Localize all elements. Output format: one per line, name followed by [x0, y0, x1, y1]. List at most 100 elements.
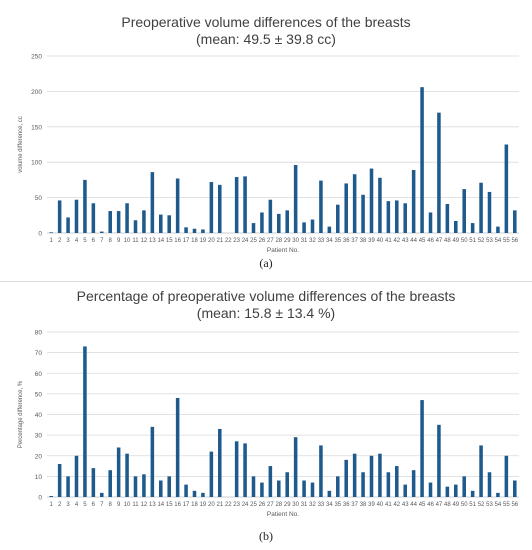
bar [150, 172, 155, 233]
x-tick-label: 8 [109, 502, 113, 508]
bar [150, 426, 155, 497]
x-tick-label: 33 [318, 502, 325, 508]
x-tick-label: 54 [495, 502, 502, 508]
bar [428, 482, 433, 497]
x-tick-label: 14 [157, 238, 164, 244]
x-axis-label: Patient No. [267, 247, 299, 254]
x-tick-label: 25 [250, 502, 257, 508]
y-tick-label: 100 [31, 160, 42, 167]
bar [218, 428, 222, 497]
bar [319, 445, 323, 497]
x-tick-label: 3 [66, 502, 70, 508]
bar [201, 492, 205, 497]
bar [395, 200, 399, 233]
bar [479, 445, 483, 497]
bar [201, 229, 205, 233]
x-tick-label: 13 [149, 238, 156, 244]
chart-b-caption: (b) [259, 529, 273, 543]
x-tick-label: 32 [309, 238, 316, 244]
bar [57, 464, 62, 497]
bar [378, 177, 382, 233]
x-tick-label: 3 [66, 238, 70, 244]
bar [49, 232, 53, 233]
x-tick-label: 28 [275, 502, 282, 508]
bar [361, 472, 365, 497]
bar [462, 189, 466, 233]
bar [496, 226, 500, 233]
bar [277, 213, 281, 233]
bar [175, 398, 180, 497]
bar [57, 200, 62, 233]
x-tick-label: 7 [100, 502, 104, 508]
x-tick-label: 40 [377, 502, 384, 508]
bar [411, 169, 416, 233]
x-tick-label: 53 [486, 502, 493, 508]
x-tick-label: 32 [309, 502, 316, 508]
x-tick-label: 50 [461, 502, 468, 508]
x-tick-label: 11 [132, 238, 139, 244]
bar [243, 443, 247, 497]
chart-a-caption: (a) [259, 256, 273, 270]
x-tick-label: 6 [92, 502, 96, 508]
x-tick-label: 21 [216, 238, 223, 244]
bar [470, 490, 475, 497]
bar [336, 476, 340, 497]
bar [310, 482, 315, 497]
bar [327, 226, 332, 233]
x-tick-label: 50 [461, 238, 468, 244]
x-tick-label: 49 [452, 238, 459, 244]
y-tick-label: 200 [31, 89, 42, 96]
y-tick-label: 50 [35, 195, 43, 202]
y-tick-label: 250 [31, 54, 42, 61]
bar [352, 453, 357, 497]
x-tick-label: 52 [478, 502, 485, 508]
x-tick-label: 19 [200, 502, 207, 508]
x-tick-label: 23 [233, 238, 240, 244]
x-tick-label: 9 [117, 238, 121, 244]
bar [302, 480, 306, 497]
bar [83, 179, 87, 233]
bar [378, 453, 382, 497]
bar [403, 203, 407, 233]
x-tick-label: 31 [301, 502, 308, 508]
bar [496, 492, 500, 497]
bar [285, 210, 289, 233]
x-tick-label: 34 [326, 502, 333, 508]
x-tick-label: 34 [326, 238, 333, 244]
x-tick-label: 6 [92, 238, 96, 244]
x-tick-label: 36 [343, 238, 350, 244]
x-tick-label: 41 [385, 238, 392, 244]
x-tick-label: 47 [436, 502, 443, 508]
bar [336, 204, 340, 233]
bar [302, 222, 306, 233]
bar [361, 194, 365, 233]
bar [167, 476, 171, 497]
x-tick-label: 1 [50, 238, 54, 244]
bar [66, 217, 70, 233]
bar [218, 184, 222, 233]
bar [116, 447, 121, 497]
bar [395, 466, 399, 497]
x-tick-label: 25 [250, 238, 257, 244]
x-tick-label: 23 [233, 502, 240, 508]
bar [445, 203, 450, 233]
x-tick-label: 24 [242, 238, 249, 244]
x-tick-label: 36 [343, 502, 350, 508]
bar [159, 214, 163, 233]
bar [184, 227, 188, 233]
bar [344, 183, 348, 233]
x-tick-label: 44 [410, 238, 417, 244]
bar [234, 441, 239, 497]
bar [420, 87, 424, 233]
bar [327, 490, 332, 497]
bar [133, 476, 138, 497]
chart-b-title: Percentage of preoperative volume differ… [76, 288, 456, 304]
x-tick-label: 20 [208, 238, 215, 244]
bar [108, 470, 112, 497]
x-tick-label: 33 [318, 238, 325, 244]
x-tick-label: 4 [75, 502, 79, 508]
bar [100, 231, 104, 233]
x-tick-label: 51 [469, 502, 476, 508]
x-tick-label: 26 [259, 238, 266, 244]
